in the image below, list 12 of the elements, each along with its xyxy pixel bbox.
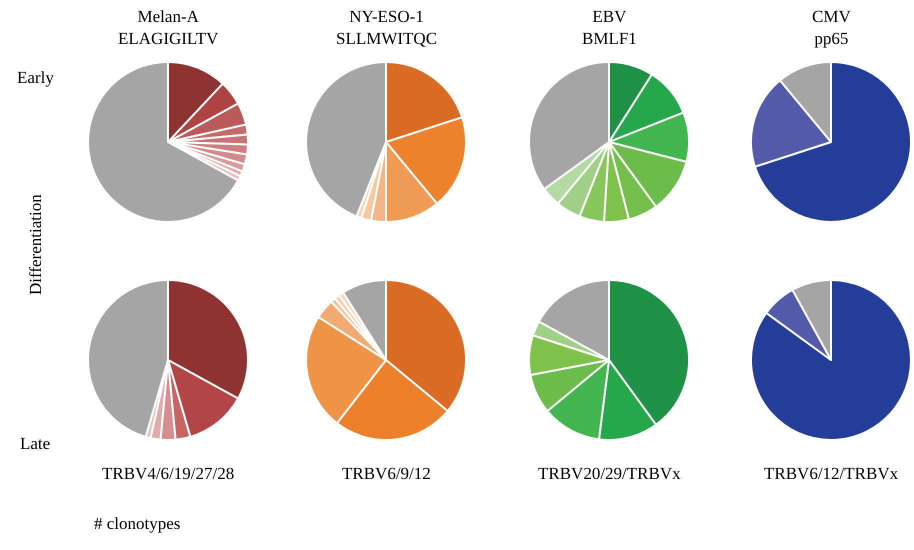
text: Differentiation bbox=[26, 194, 45, 295]
text: TRBV6/9/12 bbox=[342, 464, 431, 483]
text: Late bbox=[20, 434, 50, 453]
text: # clonotypes bbox=[94, 514, 180, 533]
text: TRBV6/12/TRBVx bbox=[764, 464, 899, 483]
text: TRBV20/29/TRBVx bbox=[538, 464, 682, 483]
text: TRBV4/6/19/27/28 bbox=[102, 464, 234, 483]
chart-title: Melan-A ELAGIGILTV bbox=[118, 7, 220, 48]
text: Early bbox=[17, 68, 54, 87]
chart-title: EBV BMLF1 bbox=[582, 7, 637, 48]
chart-title: NY-ESO-1 SLLMWITQC bbox=[336, 7, 438, 48]
chart-title: CMV pp65 bbox=[812, 7, 852, 48]
